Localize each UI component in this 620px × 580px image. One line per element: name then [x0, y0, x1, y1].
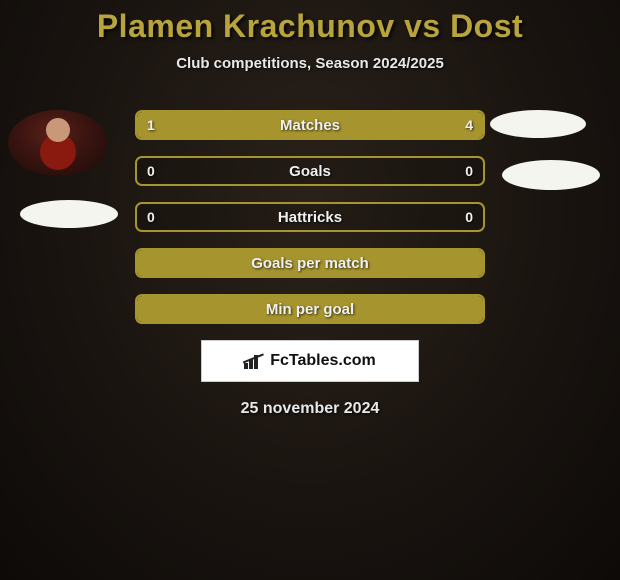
stat-bar: 00Hattricks: [135, 202, 485, 232]
page-title: Plamen Krachunov vs Dost: [0, 8, 620, 45]
player-left-name-blob: [20, 200, 118, 228]
stat-bar: 14Matches: [135, 110, 485, 140]
stat-label: Min per goal: [137, 296, 483, 322]
stat-label: Goals: [137, 158, 483, 184]
stats-area: 14Matches 00Goals 00Hattricks Goals per mat…: [0, 110, 620, 418]
stat-bars: 14Matches 00Goals 00Hattricks Goals per mat…: [135, 110, 485, 324]
player-left-avatar: [8, 110, 108, 176]
stat-label: Matches: [137, 112, 483, 138]
date-text: 25 november 2024: [0, 400, 620, 418]
player-right-name-blob: [502, 160, 600, 190]
stat-label: Hattricks: [137, 204, 483, 230]
attribution-text: FcTables.com: [270, 352, 376, 370]
stat-bar: Goals per match: [135, 248, 485, 278]
page-subtitle: Club competitions, Season 2024/2025: [0, 55, 620, 72]
player-right-avatar-blob: [490, 110, 586, 138]
attribution-box[interactable]: FcTables.com: [201, 340, 419, 382]
stat-label: Goals per match: [137, 250, 483, 276]
stat-bar: Min per goal: [135, 294, 485, 324]
content-root: Plamen Krachunov vs Dost Club competitio…: [0, 0, 620, 418]
chart-icon: [244, 353, 264, 369]
stat-bar: 00Goals: [135, 156, 485, 186]
